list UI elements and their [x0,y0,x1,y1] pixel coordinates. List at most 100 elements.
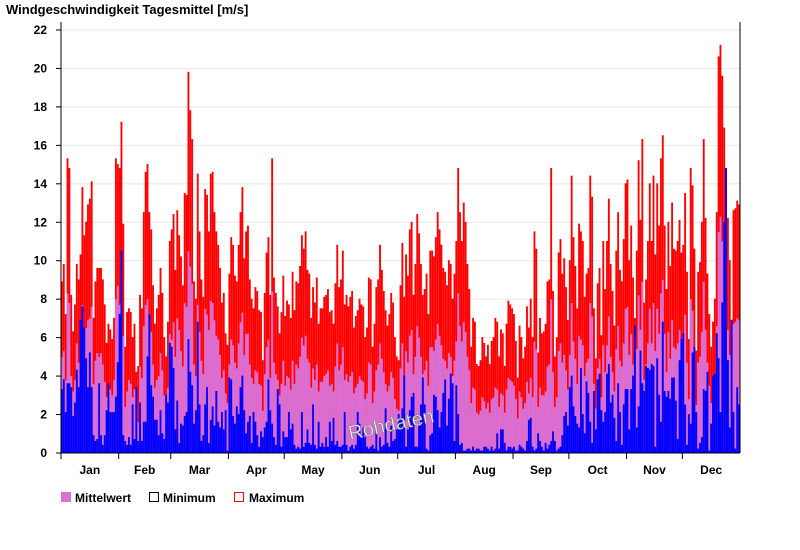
min-bar [239,387,242,454]
min-bar [646,367,649,454]
min-bar [353,448,355,454]
min-bar [712,375,714,454]
min-bar [258,446,261,454]
min-bar [165,394,168,454]
min-bar [340,446,342,454]
mean-bar [380,358,383,453]
min-bar [75,369,78,454]
min-bar [434,396,437,454]
min-bar [139,402,141,454]
mean-bar [200,360,203,453]
mean-bar [615,349,618,453]
min-bar [449,373,452,454]
min-bar [354,444,357,454]
min-bar [295,448,298,454]
min-bar [407,429,409,454]
min-bar [658,394,661,454]
min-bar [632,375,634,454]
min-bar [699,442,701,454]
mean-bar [289,389,292,453]
min-bar [548,444,551,454]
min-bar [472,446,474,454]
min-bar [72,415,75,454]
mean-bar [431,347,434,453]
min-bar [526,440,528,454]
min-bar [176,400,179,454]
min-bar [598,373,601,454]
mean-bar [734,322,737,453]
mean-bar [328,385,331,453]
mean-bar [559,343,562,453]
min-bar [559,446,562,454]
mean-bar [583,376,586,453]
mean-bar [457,293,460,453]
mean-bar [334,366,337,453]
min-bar [682,333,685,454]
min-bar [230,379,233,454]
mean-bar [180,351,182,453]
mean-bar [367,362,370,453]
mean-bar [728,354,731,453]
min-bar [155,419,158,454]
mean-bar [485,408,488,453]
mean-bar [247,333,249,453]
mean-bar [529,378,532,453]
min-bar [630,389,633,454]
mean-bar [295,364,298,453]
mean-bar [360,379,363,453]
mean-bar [557,351,560,453]
min-bar [254,421,257,454]
mean-bar [641,281,644,453]
mean-bar [213,320,216,453]
mean-bar [393,399,396,453]
mean-bar [358,376,361,453]
min-bar [557,448,560,454]
min-bar [457,414,460,454]
mean-bar [473,389,476,453]
mean-bar [401,343,404,453]
mean-bar [206,314,208,453]
mean-bar [237,343,240,453]
min-bar [61,389,63,454]
min-bar [267,379,270,454]
mean-bar [410,329,413,453]
mean-bar [176,318,179,453]
mean-bar [496,389,499,453]
min-bar [146,356,149,454]
mean-bar [354,387,357,453]
mean-bar [544,391,547,453]
mean-bar [274,374,277,453]
min-bar [730,319,733,454]
min-bar [107,383,110,454]
mean-bar [490,399,493,453]
mean-bar [133,389,136,453]
mean-bar [325,374,328,453]
mean-bar [477,414,480,453]
min-bar [174,429,177,454]
mean-bar [209,301,212,453]
min-bar [507,446,510,454]
min-bar [717,358,720,454]
mean-bar [388,385,391,453]
min-bar [673,377,675,454]
mean-bar [399,368,402,453]
mean-bar [163,395,166,453]
min-bar [157,435,160,454]
min-bar [274,444,277,454]
min-bar [271,423,274,454]
y-tick-label: 12 [34,215,48,229]
month-label: Oct [588,463,608,477]
mean-bar [686,362,688,453]
min-bar [209,419,212,454]
mean-bar [211,303,214,453]
month-label: Sep [530,463,552,477]
mean-bar [140,378,143,453]
mean-bar [373,391,376,453]
mean-bar [313,379,316,453]
mean-bar [94,360,97,453]
mean-bar [591,316,594,453]
mean-bar [736,318,739,453]
mean-bar [101,364,104,453]
mean-bar [533,341,536,453]
min-bar [317,421,320,454]
